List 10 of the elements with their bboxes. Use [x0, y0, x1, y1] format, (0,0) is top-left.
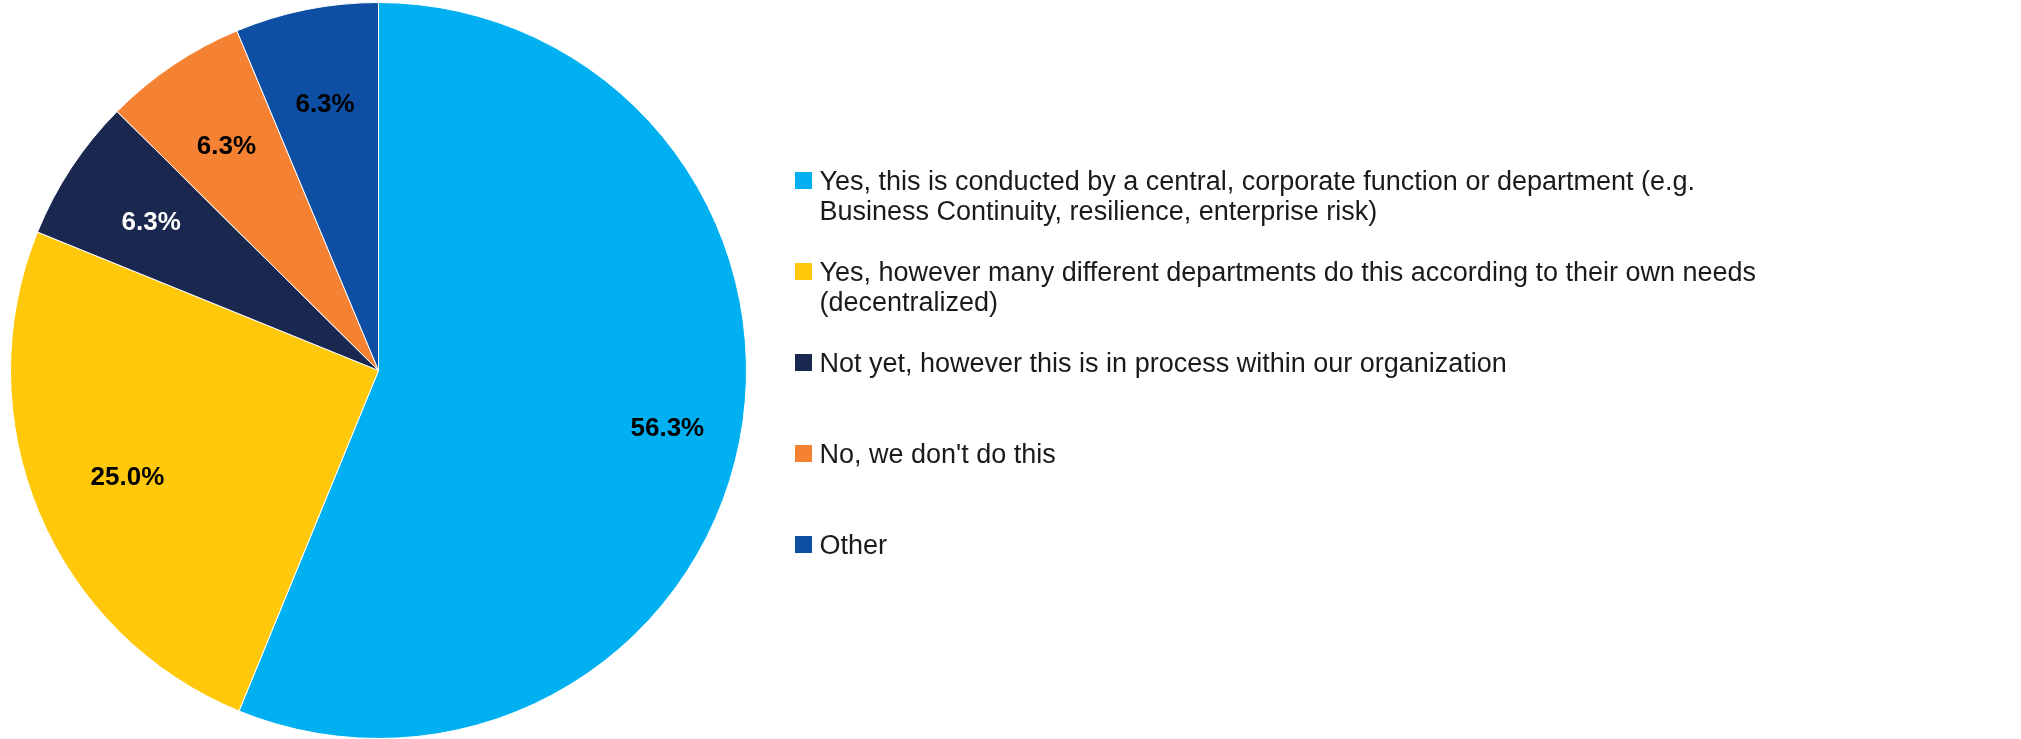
data-label: 25.0%	[90, 461, 165, 492]
data-label: 6.3%	[121, 205, 181, 236]
legend-label: No, we don't do this	[819, 438, 1056, 469]
data-label: 56.3%	[630, 412, 705, 443]
legend-label: Other	[819, 529, 888, 560]
data-label: 6.3%	[295, 88, 355, 119]
legend-label: Yes, however many different departments do this according to their own needs (decentralized)	[819, 256, 1757, 317]
legend-label: Yes, this is conducted by a central, corporate function or department (e.g. Business Continuity, resilience, enterprise risk)	[819, 165, 1695, 226]
data-label: 6.3%	[196, 129, 257, 160]
legend-label: Not yet, however this is in process within our organization	[819, 347, 1507, 378]
